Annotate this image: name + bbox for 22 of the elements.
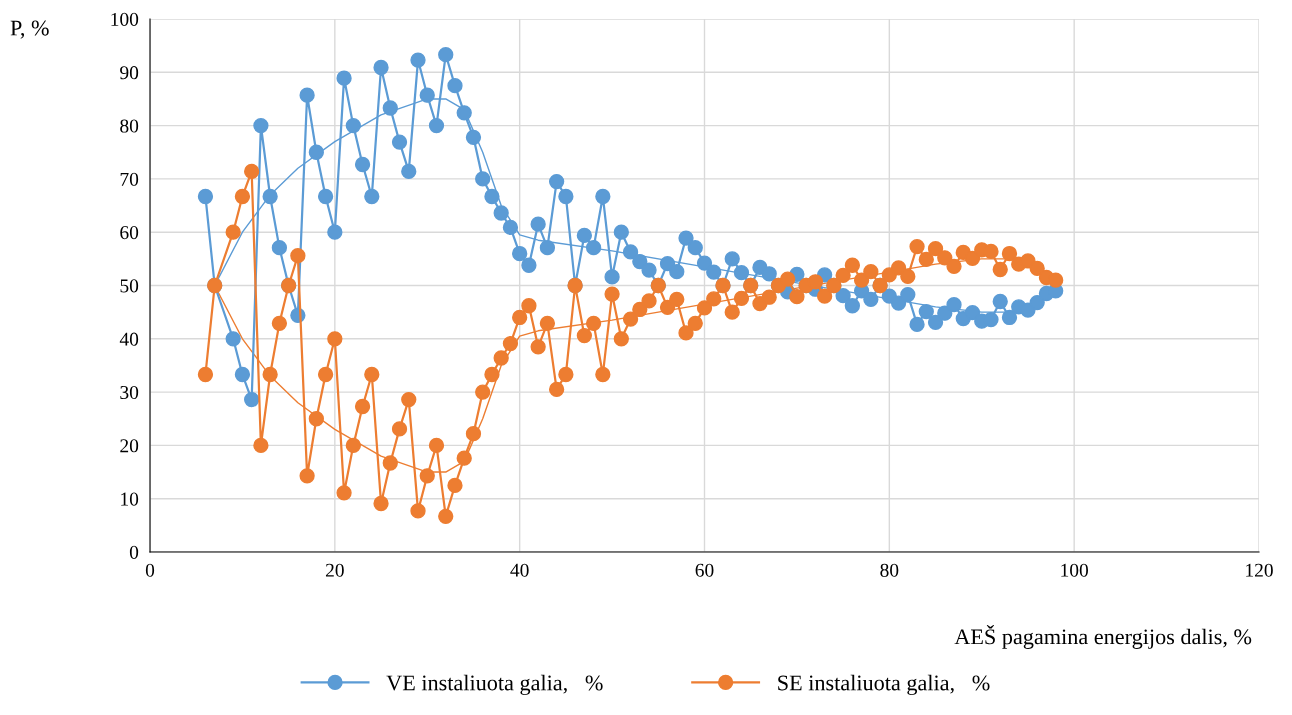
legend-label: VE instaliuota galia, % — [386, 674, 603, 695]
x-tick-label: 100 — [1061, 563, 1089, 577]
x-tick-label: 0 — [145, 563, 155, 577]
y-tick-label: 20 — [120, 439, 139, 453]
x-tick-label: 60 — [695, 563, 714, 577]
x-tick-label: 80 — [880, 563, 899, 577]
x-tick-label: 20 — [325, 563, 344, 577]
y-tick-label: 0 — [129, 545, 139, 559]
y-tick-label: 40 — [119, 332, 139, 346]
y-tick-label: 50 — [120, 279, 139, 293]
x-tick-label: 40 — [510, 563, 529, 577]
x-axis-title: AEŠ pagamina energijos dalis, % — [954, 625, 1252, 649]
y-tick-label: 70 — [120, 172, 139, 186]
y-tick-label: 30 — [120, 385, 139, 400]
y-tick-label: 60 — [120, 226, 139, 240]
x-tick-label: 120 — [1246, 563, 1273, 577]
y-tick-label: 80 — [120, 119, 139, 133]
y-tick-label: 10 — [121, 492, 139, 506]
y-tick-label: 90 — [120, 66, 139, 80]
legend-label: SE instaliuota galia, % — [778, 674, 990, 695]
y-axis-title: P, % — [10, 20, 49, 39]
y-tick-label: 100 — [111, 12, 139, 26]
